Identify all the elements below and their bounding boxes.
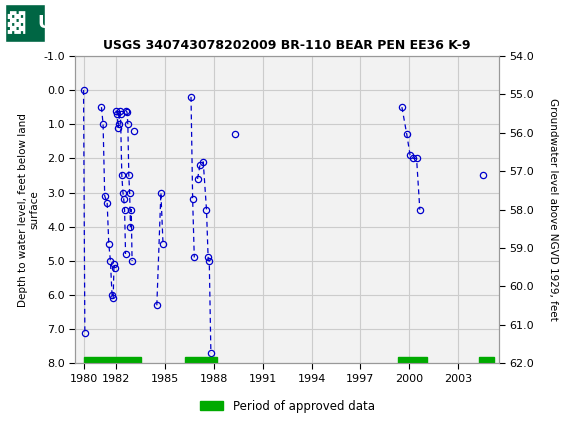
Bar bbox=[479, 357, 494, 366]
Bar bbox=[398, 357, 427, 366]
FancyBboxPatch shape bbox=[5, 3, 45, 42]
Text: USGS: USGS bbox=[38, 14, 93, 31]
Text: ▓: ▓ bbox=[7, 11, 24, 34]
Y-axis label: Groundwater level above NGVD 1929, feet: Groundwater level above NGVD 1929, feet bbox=[548, 98, 558, 321]
Bar bbox=[184, 357, 217, 366]
Bar bbox=[84, 357, 140, 366]
Legend: Period of approved data: Period of approved data bbox=[195, 395, 379, 418]
Y-axis label: Depth to water level, feet below land
surface: Depth to water level, feet below land su… bbox=[17, 113, 39, 307]
Title: USGS 340743078202009 BR-110 BEAR PEN EE36 K-9: USGS 340743078202009 BR-110 BEAR PEN EE3… bbox=[103, 39, 471, 52]
